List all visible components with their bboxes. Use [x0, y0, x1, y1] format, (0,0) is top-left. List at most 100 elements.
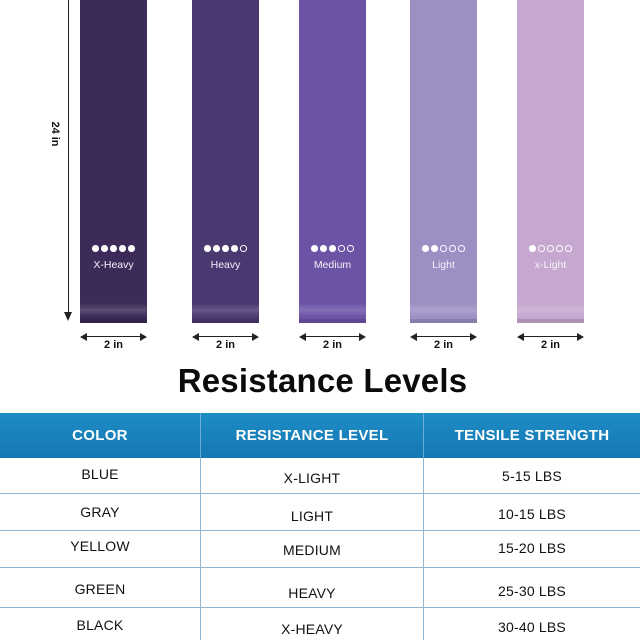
cell-color: BLACK: [76, 617, 124, 633]
header-color: COLOR: [72, 427, 128, 444]
arrow-left-icon: [192, 332, 199, 341]
empty-dot-icon: [440, 245, 447, 252]
band-label: Medium: [313, 259, 352, 271]
width-marker: 2 in: [80, 330, 147, 351]
band-edge: [410, 319, 477, 323]
resistance-table: COLOR RESISTANCE LEVEL TENSILE STRENGTH …: [0, 413, 640, 640]
width-label: 2 in: [104, 339, 123, 351]
bands-illustration: 24 in X-Heavy 2 in Heavy 2 in Medium 2 in Ligh…: [49, 0, 584, 351]
width-label: 2 in: [216, 339, 235, 351]
table-row: GREEN HEAVY 25-30 LBS: [0, 567, 640, 607]
width-label: 2 in: [323, 339, 342, 351]
header-divider: [423, 413, 424, 458]
cell-strength: 10-15 LBS: [498, 506, 566, 522]
arrow-left-icon: [80, 332, 87, 341]
cell-level: LIGHT: [290, 508, 334, 524]
empty-dot-icon: [347, 245, 354, 252]
width-line: [84, 336, 143, 337]
band-label: Heavy: [210, 259, 241, 271]
table-body: BLUE X-LIGHT 5-15 LBS GRAY LIGHT 10-15 LBS YEL…: [0, 458, 640, 640]
filled-dot-icon: [222, 245, 229, 252]
filled-dot-icon: [431, 245, 438, 252]
arrow-left-icon: [410, 332, 417, 341]
empty-dot-icon: [556, 245, 563, 252]
length-label: 24 in: [49, 121, 61, 147]
arrow-left-icon: [517, 332, 524, 341]
resistance-dots: [192, 245, 259, 252]
table-row: BLUE X-LIGHT 5-15 LBS: [0, 458, 640, 493]
band-highlight: [410, 303, 477, 317]
length-arrow-icon: [64, 312, 72, 321]
header-resistance-level: RESISTANCE LEVEL: [235, 427, 389, 444]
width-label: 2 in: [434, 339, 453, 351]
cell-color: GREEN: [74, 581, 126, 597]
band-label: X-Heavy: [93, 259, 134, 271]
band-edge: [517, 319, 584, 323]
filled-dot-icon: [92, 245, 99, 252]
filled-dot-icon: [119, 245, 126, 252]
width-marker: 2 in: [299, 330, 366, 351]
band-edge: [192, 319, 259, 323]
arrow-right-icon: [140, 332, 147, 341]
resistance-dots: [80, 245, 147, 252]
cell-color: GRAY: [80, 504, 120, 520]
column-divider: [200, 458, 201, 640]
cell-strength: 15-20 LBS: [498, 540, 566, 556]
filled-dot-icon: [213, 245, 220, 252]
filled-dot-icon: [311, 245, 318, 252]
row-divider: [0, 567, 640, 568]
table-row: YELLOW MEDIUM 15-20 LBS: [0, 530, 640, 567]
length-line: [68, 0, 69, 318]
width-label: 2 in: [541, 339, 560, 351]
cell-level: X-LIGHT: [283, 470, 341, 486]
band-label: x-Light: [534, 259, 567, 271]
width-marker: 2 in: [192, 330, 259, 351]
empty-dot-icon: [338, 245, 345, 252]
band-highlight: [517, 303, 584, 317]
cell-strength: 5-15 LBS: [502, 468, 562, 484]
band-label: Light: [432, 259, 455, 271]
table-row: GRAY LIGHT 10-15 LBS: [0, 493, 640, 530]
filled-dot-icon: [101, 245, 108, 252]
width-marker: 2 in: [410, 330, 477, 351]
page-title: Resistance Levels: [177, 362, 468, 399]
arrow-right-icon: [470, 332, 477, 341]
cell-strength: 30-40 LBS: [498, 619, 566, 635]
resistance-dots: [517, 245, 584, 252]
row-divider: [0, 607, 640, 608]
width-line: [303, 336, 362, 337]
table-header: COLOR RESISTANCE LEVEL TENSILE STRENGTH: [0, 413, 640, 458]
empty-dot-icon: [449, 245, 456, 252]
row-divider: [0, 530, 640, 531]
arrow-right-icon: [252, 332, 259, 341]
band-light: Light: [410, 0, 477, 323]
band-x-heavy: X-Heavy: [80, 0, 147, 323]
resistance-dots: [410, 245, 477, 252]
column-divider: [423, 458, 424, 640]
cell-color: BLUE: [81, 466, 119, 482]
filled-dot-icon: [231, 245, 238, 252]
cell-level: MEDIUM: [283, 542, 341, 558]
width-line: [196, 336, 255, 337]
band-heavy: Heavy: [192, 0, 259, 323]
row-divider: [0, 493, 640, 494]
band-medium: Medium: [299, 0, 366, 323]
filled-dot-icon: [329, 245, 336, 252]
width-marker: 2 in: [517, 330, 584, 351]
filled-dot-icon: [422, 245, 429, 252]
arrow-right-icon: [577, 332, 584, 341]
band-x-light: x-Light: [517, 0, 584, 323]
width-line: [521, 336, 580, 337]
filled-dot-icon: [110, 245, 117, 252]
cell-level: X-HEAVY: [281, 621, 343, 637]
arrow-left-icon: [299, 332, 306, 341]
filled-dot-icon: [320, 245, 327, 252]
band-edge: [80, 319, 147, 323]
empty-dot-icon: [547, 245, 554, 252]
band-edge: [299, 319, 366, 323]
arrow-right-icon: [359, 332, 366, 341]
header-tensile-strength: TENSILE STRENGTH: [454, 427, 610, 444]
empty-dot-icon: [458, 245, 465, 252]
resistance-dots: [299, 245, 366, 252]
empty-dot-icon: [538, 245, 545, 252]
